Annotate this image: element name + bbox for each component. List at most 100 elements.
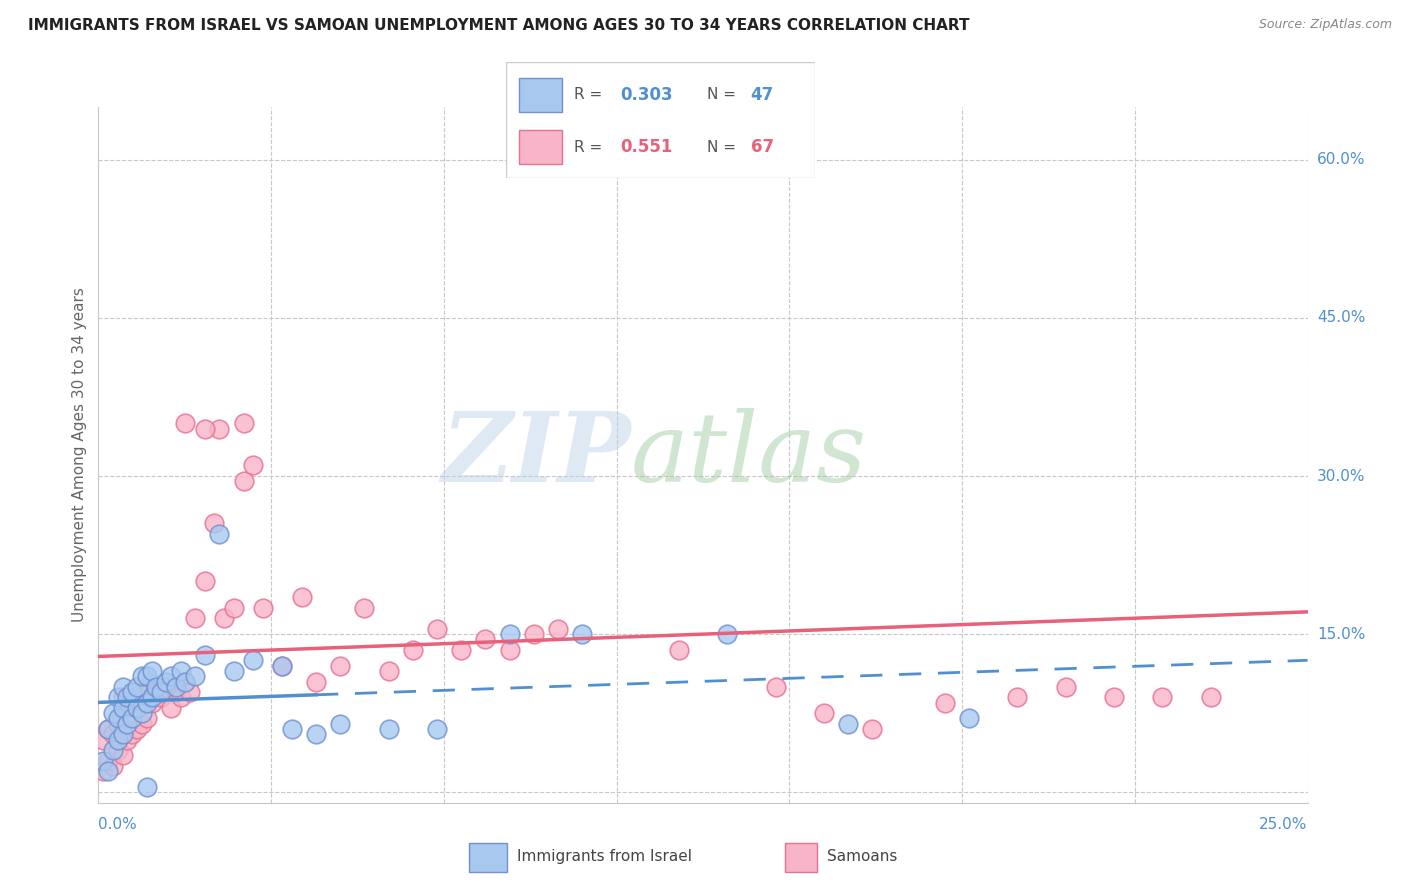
Point (174, 674, 197, 689)
Point (204, 516, 226, 531)
Text: R =: R = (574, 139, 602, 154)
Point (131, 716, 153, 731)
Point (426, 622, 449, 636)
Point (208, 421, 231, 435)
Point (117, 690, 139, 705)
Point (121, 711, 143, 725)
Point (934, 696, 956, 710)
Text: 15.0%: 15.0% (1317, 627, 1365, 641)
Point (474, 632, 496, 647)
Point (101, 727, 124, 741)
Point (1152, 690, 1174, 705)
Point (571, 142, 593, 156)
Text: 0.0%: 0.0% (98, 817, 138, 832)
Point (165, 685, 187, 699)
Point (252, 600, 274, 615)
Point (135, 680, 157, 694)
Text: ZIP: ZIP (441, 408, 630, 502)
Point (222, 664, 245, 678)
Point (450, 643, 472, 657)
Text: IMMIGRANTS FROM ISRAEL VS SAMOAN UNEMPLOYMENT AMONG AGES 30 TO 34 YEARS CORRELAT: IMMIGRANTS FROM ISRAEL VS SAMOAN UNEMPLO… (28, 18, 970, 33)
Text: 0.303: 0.303 (620, 86, 673, 103)
Text: Samoans: Samoans (827, 849, 897, 863)
Point (111, 748, 134, 763)
Point (91, 754, 114, 768)
Point (111, 727, 134, 741)
FancyBboxPatch shape (785, 843, 817, 872)
Point (97, 722, 120, 736)
Point (117, 732, 139, 747)
Point (127, 690, 149, 705)
Point (165, 680, 187, 694)
Point (184, 611, 207, 625)
Point (141, 696, 163, 710)
Text: 47: 47 (751, 86, 773, 103)
Point (329, 716, 352, 731)
Point (91, 764, 114, 779)
Point (377, 722, 399, 736)
Point (1054, 680, 1077, 694)
Text: 30.0%: 30.0% (1317, 468, 1365, 483)
Point (121, 727, 143, 741)
Point (498, 643, 520, 657)
Point (498, 627, 520, 641)
Point (426, 722, 449, 736)
FancyBboxPatch shape (470, 843, 506, 872)
Point (135, 669, 157, 683)
Point (111, 690, 134, 705)
Point (232, 475, 254, 489)
Point (957, 711, 980, 725)
Point (101, 759, 124, 773)
Point (174, 417, 197, 431)
Point (329, 658, 352, 673)
Point (860, 722, 883, 736)
Point (281, 722, 304, 736)
Point (523, 627, 546, 641)
Point (232, 417, 254, 431)
Point (135, 711, 157, 725)
Point (242, 653, 264, 667)
Point (101, 706, 124, 721)
Text: N =: N = (707, 139, 737, 154)
Point (111, 722, 134, 736)
Point (97, 764, 120, 779)
Point (117, 701, 139, 715)
Point (169, 664, 191, 678)
Point (155, 674, 177, 689)
Point (131, 669, 153, 683)
Point (547, 622, 569, 636)
Point (135, 780, 157, 794)
FancyBboxPatch shape (519, 129, 562, 164)
Point (97, 722, 120, 736)
FancyBboxPatch shape (519, 78, 562, 112)
Point (813, 706, 835, 721)
Text: 45.0%: 45.0% (1317, 310, 1365, 326)
Point (179, 685, 201, 699)
Point (107, 743, 129, 757)
Point (194, 421, 217, 435)
Point (107, 711, 129, 725)
Text: 25.0%: 25.0% (1260, 817, 1308, 832)
Point (402, 643, 425, 657)
Point (160, 701, 183, 715)
Point (716, 627, 738, 641)
Point (305, 674, 328, 689)
Text: 67: 67 (751, 138, 773, 156)
Point (377, 664, 399, 678)
Point (107, 732, 129, 747)
Text: Source: ZipAtlas.com: Source: ZipAtlas.com (1258, 18, 1392, 31)
Point (150, 690, 173, 705)
Point (107, 690, 129, 705)
Text: Immigrants from Israel: Immigrants from Israel (517, 849, 692, 863)
Point (111, 680, 134, 694)
Point (117, 716, 139, 731)
Point (271, 658, 294, 673)
Point (668, 643, 690, 657)
Point (135, 696, 157, 710)
Point (353, 600, 375, 615)
Point (290, 591, 312, 605)
Point (571, 627, 593, 641)
Point (107, 716, 129, 731)
Point (97, 754, 120, 768)
Point (141, 690, 163, 705)
